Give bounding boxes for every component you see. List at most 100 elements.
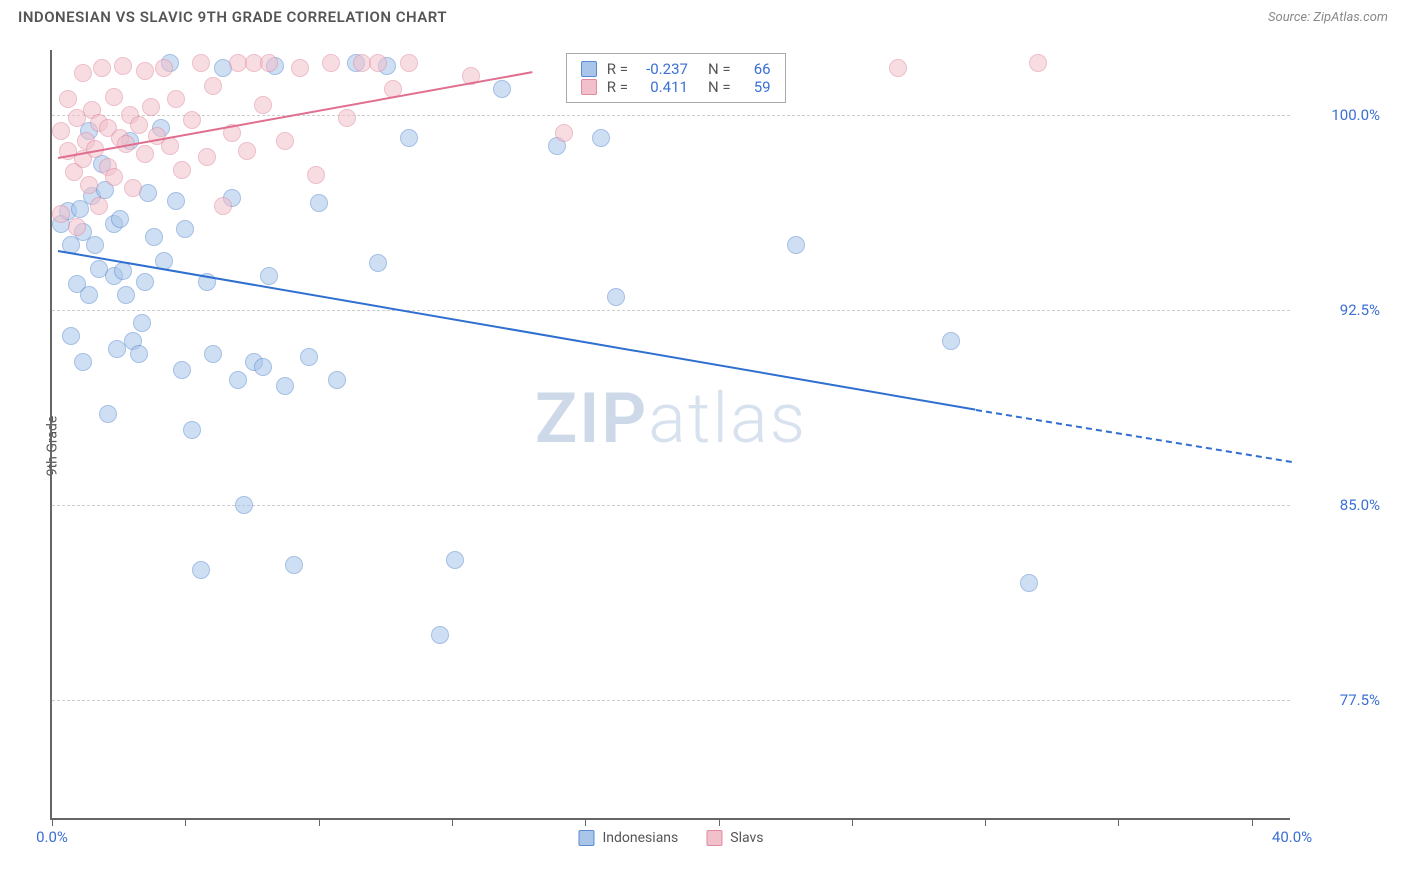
data-point	[214, 197, 232, 215]
data-point	[133, 314, 151, 332]
chart-source: Source: ZipAtlas.com	[1268, 10, 1388, 25]
stats-row: R =0.411N =59	[581, 78, 771, 96]
data-point	[99, 405, 117, 423]
stats-n-label: N =	[708, 60, 731, 78]
data-point	[400, 129, 418, 147]
x-tick-label-end: 40.0%	[1272, 828, 1312, 846]
data-point	[183, 111, 201, 129]
trend-line	[58, 250, 976, 411]
x-tick	[1118, 818, 1119, 826]
data-point	[183, 421, 201, 439]
data-point	[111, 210, 129, 228]
data-point	[238, 142, 256, 160]
data-point	[300, 348, 318, 366]
data-point	[787, 236, 805, 254]
stats-n-value: 66	[741, 60, 771, 78]
data-point	[52, 205, 70, 223]
data-point	[204, 345, 222, 363]
y-tick-label: 100.0%	[1300, 106, 1380, 124]
stats-r-value: 0.411	[638, 78, 688, 96]
stats-swatch	[581, 61, 597, 77]
data-point	[260, 267, 278, 285]
data-point	[400, 54, 418, 72]
data-point	[276, 132, 294, 150]
data-point	[86, 236, 104, 254]
data-point	[204, 77, 222, 95]
data-point	[942, 332, 960, 350]
data-point	[114, 262, 132, 280]
gridline	[52, 700, 1290, 701]
y-tick-label: 85.0%	[1300, 496, 1380, 514]
data-point	[176, 220, 194, 238]
data-point	[52, 122, 70, 140]
stats-swatch	[581, 79, 597, 95]
data-point	[322, 54, 340, 72]
data-point	[431, 626, 449, 644]
legend-item: Indonesians	[578, 830, 678, 846]
data-point	[198, 148, 216, 166]
x-tick	[1252, 818, 1253, 826]
watermark-bold: ZIP	[535, 378, 648, 460]
x-tick	[719, 818, 720, 826]
data-point	[105, 168, 123, 186]
data-point	[173, 361, 191, 379]
gridline	[52, 310, 1290, 311]
x-tick	[852, 818, 853, 826]
data-point	[130, 345, 148, 363]
data-point	[130, 116, 148, 134]
legend-label: Indonesians	[602, 830, 678, 846]
data-point	[291, 59, 309, 77]
data-point	[114, 57, 132, 75]
data-point	[74, 64, 92, 82]
data-point	[167, 192, 185, 210]
data-point	[285, 556, 303, 574]
data-point	[136, 145, 154, 163]
data-point	[192, 561, 210, 579]
data-point	[592, 129, 610, 147]
data-point	[90, 197, 108, 215]
data-point	[1029, 54, 1047, 72]
data-point	[124, 179, 142, 197]
x-tick	[52, 818, 53, 826]
stats-n-value: 59	[741, 78, 771, 96]
x-tick	[452, 818, 453, 826]
legend-swatch	[706, 830, 722, 846]
stats-r-label: R =	[607, 60, 628, 78]
stats-r-label: R =	[607, 78, 628, 96]
data-point	[167, 90, 185, 108]
data-point	[493, 80, 511, 98]
legend-label: Slavs	[730, 830, 763, 846]
data-point	[369, 54, 387, 72]
data-point	[136, 273, 154, 291]
data-point	[80, 176, 98, 194]
data-point	[369, 254, 387, 272]
data-point	[93, 59, 111, 77]
data-point	[145, 228, 163, 246]
data-point	[338, 109, 356, 127]
data-point	[161, 137, 179, 155]
data-point	[260, 54, 278, 72]
data-point	[229, 371, 247, 389]
data-point	[155, 59, 173, 77]
legend-bottom: Indonesians Slavs	[578, 830, 763, 846]
data-point	[254, 358, 272, 376]
stats-box: R = -0.237 N = 66R = 0.411 N = 59	[566, 53, 786, 103]
data-point	[74, 353, 92, 371]
data-point	[62, 327, 80, 345]
trend-line-dashed	[976, 409, 1293, 463]
y-tick-label: 92.5%	[1300, 301, 1380, 319]
stats-row: R = -0.237 N = 66	[581, 60, 771, 78]
legend-swatch	[578, 830, 594, 846]
data-point	[80, 286, 98, 304]
legend-item: Slavs	[706, 830, 763, 846]
x-tick	[185, 818, 186, 826]
data-point	[105, 88, 123, 106]
data-point	[310, 194, 328, 212]
x-tick	[985, 818, 986, 826]
data-point	[276, 377, 294, 395]
gridline	[52, 115, 1290, 116]
data-point	[136, 62, 154, 80]
x-tick-label-start: 0.0%	[36, 828, 68, 846]
watermark: ZIPatlas	[535, 378, 807, 460]
stats-r-value: -0.237	[638, 60, 688, 78]
